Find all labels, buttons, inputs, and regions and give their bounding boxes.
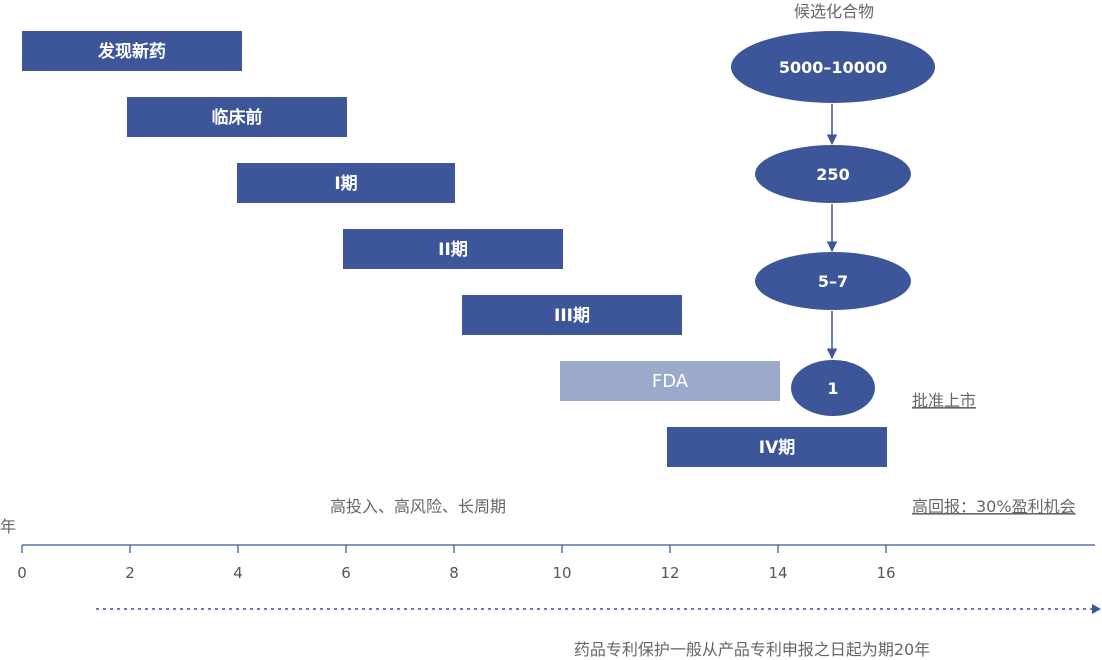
funnel-node-1 [731, 31, 935, 103]
phase-bar-phase-4: IV期 [667, 427, 887, 467]
phase-bar-discovery: 发现新药 [22, 31, 242, 71]
axis-tick-label: 14 [768, 564, 787, 582]
phase-label: I期 [334, 174, 357, 194]
axis-tick-label: 8 [449, 564, 459, 582]
funnel-node-3 [755, 252, 911, 310]
axis-tick-label: 6 [341, 564, 351, 582]
funnel-node-4 [791, 360, 875, 416]
phase-label: 临床前 [212, 107, 263, 128]
left-note: 高投入、高风险、长周期 [330, 497, 506, 516]
axis-tick-label: 0 [17, 564, 27, 582]
funnel-node-3-label: 5–7 [818, 272, 848, 291]
phase-label: IV期 [759, 438, 795, 458]
axis-tick-label: 2 [125, 564, 135, 582]
phase-label: III期 [554, 306, 590, 326]
year-axis: 年 0 2 4 6 8 10 12 14 16 [0, 517, 1095, 582]
funnel-node-2-label: 250 [816, 165, 849, 184]
funnel-node-1-label: 5000–10000 [779, 58, 887, 77]
phase-label: FDA [652, 371, 689, 392]
funnel-title: 候选化合物 [794, 2, 874, 21]
approval-label: 批准上市 [912, 391, 976, 410]
funnel-node-2 [755, 145, 911, 203]
axis-unit-label: 年 [0, 517, 16, 536]
phase-bars: 发现新药 临床前 I期 II期 III期 FDA IV期 [22, 31, 887, 467]
phase-bar-fda: FDA [560, 361, 780, 401]
patent-note: 药品专利保护一般从产品专利申报之日起为期20年 [574, 640, 930, 659]
funnel-node-4-label: 1 [827, 379, 838, 398]
candidate-funnel: 候选化合物 5000–10000 250 5–7 1 批准上市 [731, 2, 976, 416]
phase-bar-preclinical: 临床前 [127, 97, 347, 137]
phase-label: II期 [438, 240, 468, 260]
axis-tick-label: 12 [660, 564, 679, 582]
phase-bar-phase-1: I期 [237, 163, 455, 203]
phase-label: 发现新药 [97, 41, 166, 62]
phase-bar-phase-3: III期 [462, 295, 682, 335]
axis-tick-label: 10 [552, 564, 571, 582]
patent-arrow-head-icon [1092, 604, 1101, 614]
right-note: 高回报：30%盈利机会 [912, 497, 1076, 516]
axis-tick-label: 4 [233, 564, 243, 582]
patent-arrow: 药品专利保护一般从产品专利申报之日起为期20年 [96, 604, 1101, 659]
axis-tick-label: 16 [876, 564, 895, 582]
phase-bar-phase-2: II期 [343, 229, 563, 269]
